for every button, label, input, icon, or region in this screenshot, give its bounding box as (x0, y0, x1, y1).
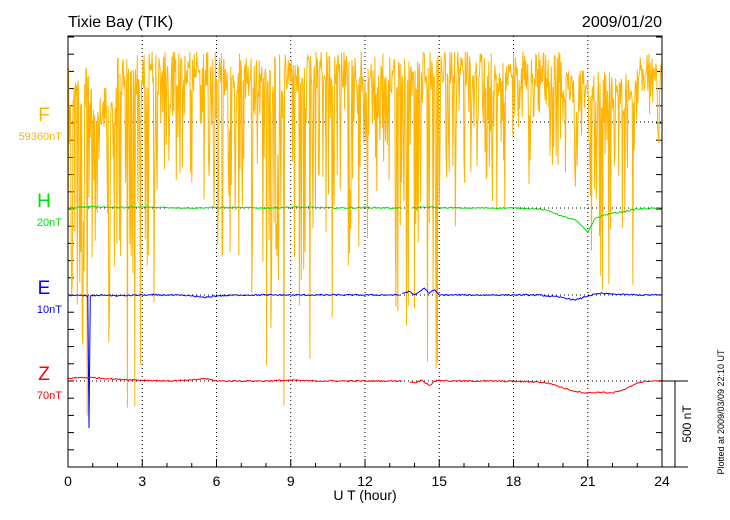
x-tick-label: 15 (431, 473, 447, 489)
x-axis-label: U T (hour) (333, 487, 396, 503)
series-E-baseline: 10nT (37, 304, 62, 316)
x-tick-label: 3 (138, 473, 146, 489)
series-E-name: E (38, 278, 51, 299)
scale-bar-label: 500 nT (680, 405, 694, 443)
series-F-line (67, 51, 663, 416)
series-Z-line (67, 376, 403, 383)
series-Z-name: Z (38, 364, 50, 385)
series-Z-baseline: 70nT (37, 390, 62, 402)
x-tick-label: 18 (506, 473, 522, 489)
series-H-line (67, 205, 403, 210)
series-H-name: H (37, 191, 51, 212)
series-H-baseline: 20nT (37, 217, 62, 229)
series-Z-line (409, 379, 663, 394)
plotted-note: Plotted at 2009/03/09 22:10 UT (716, 349, 726, 475)
plot-frame (67, 35, 663, 468)
series-H-line (411, 206, 663, 233)
x-tick-label: 0 (64, 473, 72, 489)
x-tick-label: 6 (213, 473, 221, 489)
series-E-line (402, 287, 663, 301)
x-tick-label: 24 (654, 473, 670, 489)
x-tick-label: 12 (357, 473, 373, 489)
chart-date: 2009/01/20 (582, 14, 662, 31)
series-F-baseline: 59360nT (19, 131, 63, 143)
series-F-name: F (38, 105, 50, 126)
chart-title: Tixie Bay (TIK) (68, 14, 173, 31)
series-E-line (68, 293, 400, 429)
x-tick-label: 21 (580, 473, 596, 489)
x-tick-label: 9 (287, 473, 295, 489)
